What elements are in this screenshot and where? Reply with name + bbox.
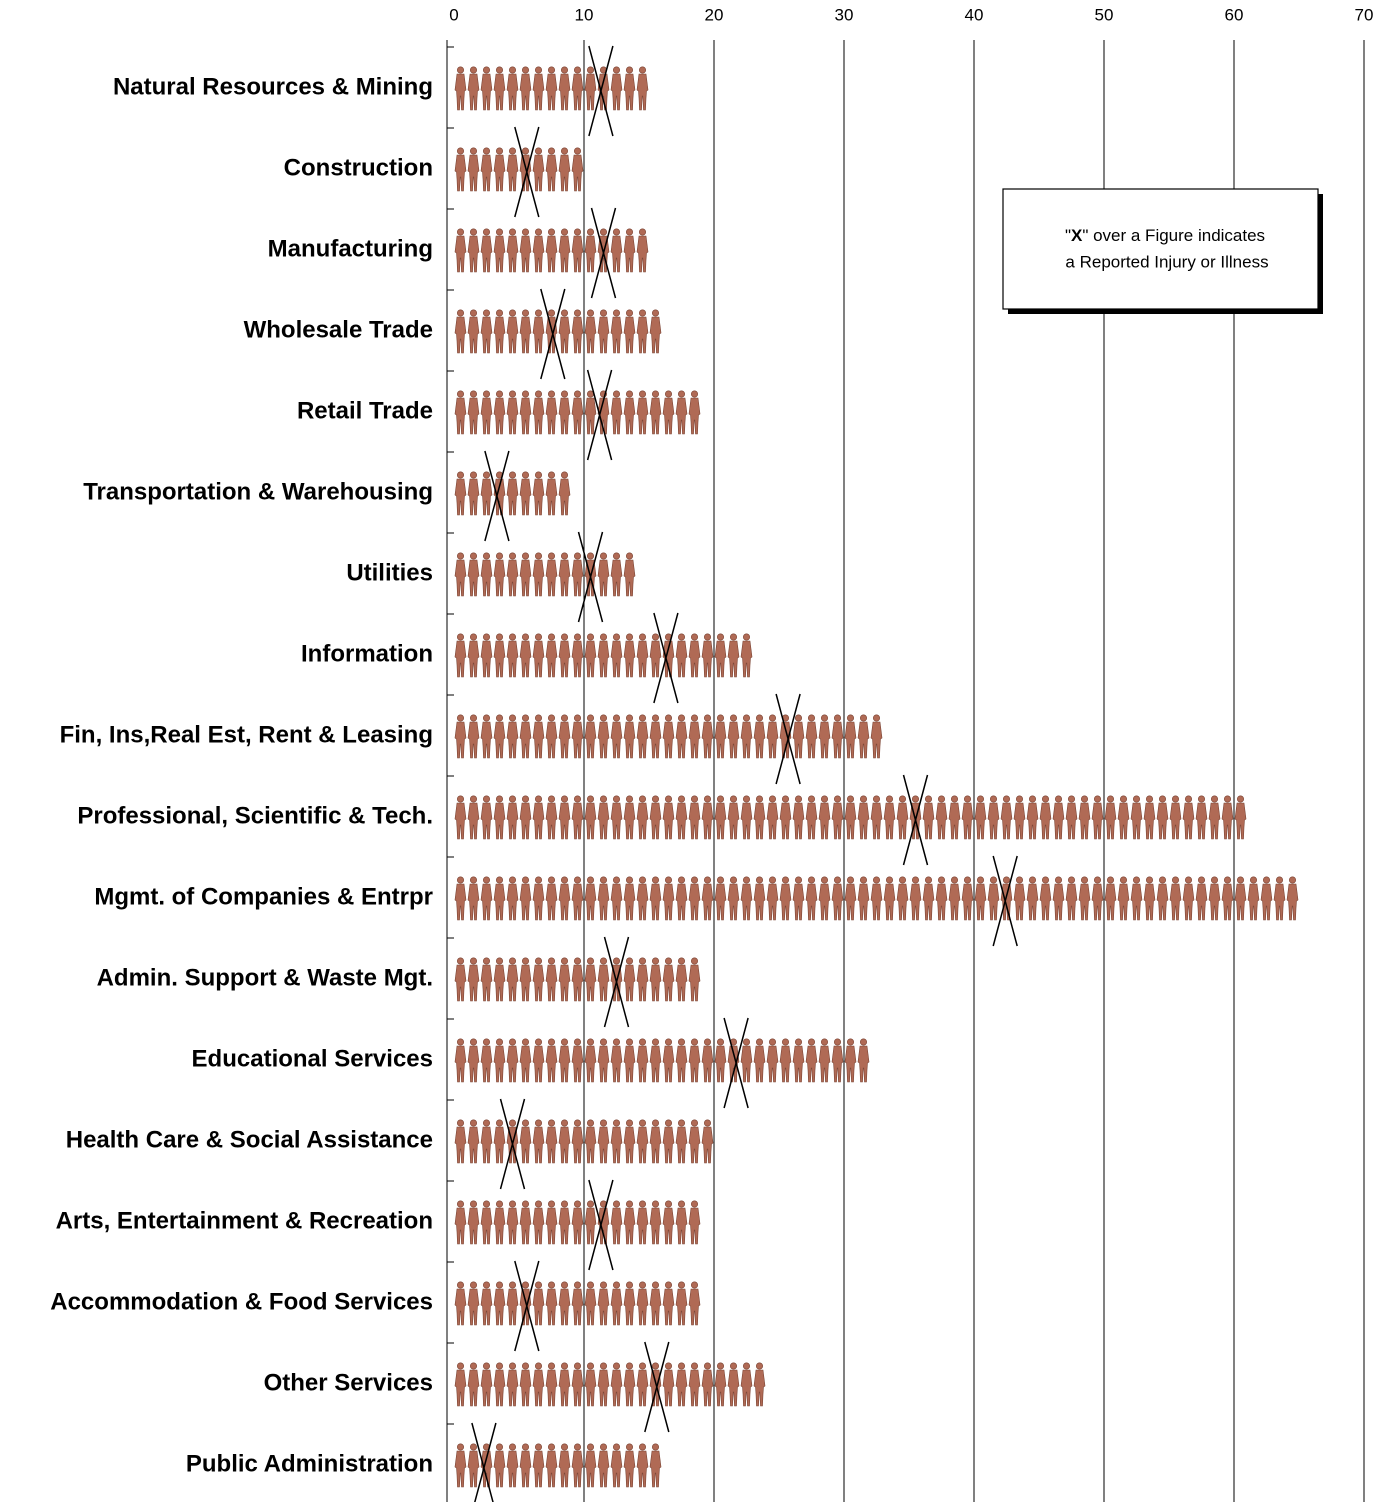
category-label: Information (301, 640, 433, 667)
category-label: Professional, Scientific & Tech. (77, 802, 433, 829)
category-label: Manufacturing (268, 235, 433, 262)
x-tick-label: 50 (1095, 5, 1114, 24)
figure-bar (454, 1038, 870, 1084)
annotation-box: "X" over a Figure indicates a Reported I… (1003, 189, 1323, 314)
figure-bar (454, 957, 701, 1003)
figure-bar (454, 552, 636, 598)
category-label: Fin, Ins,Real Est, Rent & Leasing (60, 721, 433, 748)
figure-bar (454, 1362, 766, 1408)
figure-bar (454, 66, 649, 112)
figure-bar (454, 714, 883, 760)
category-label: Transportation & Warehousing (83, 478, 433, 505)
figure-bar (454, 795, 1247, 841)
figure-bar (454, 390, 701, 436)
category-label: Mgmt. of Companies & Entrpr (94, 883, 433, 910)
x-tick-label: 20 (705, 5, 724, 24)
category-label: Accommodation & Food Services (50, 1288, 433, 1315)
category-label: Utilities (346, 559, 433, 586)
category-label: Wholesale Trade (244, 316, 433, 343)
category-label: Educational Services (192, 1045, 433, 1072)
category-label: Arts, Entertainment & Recreation (56, 1207, 433, 1234)
figure-bar (454, 147, 584, 193)
figure-bar (454, 471, 571, 517)
x-tick-label: 40 (965, 5, 984, 24)
figure-bar (454, 633, 753, 679)
category-label: Health Care & Social Assistance (66, 1126, 433, 1153)
x-tick-label: 10 (575, 5, 594, 24)
category-label: Admin. Support & Waste Mgt. (97, 964, 433, 991)
x-tick-label: 60 (1225, 5, 1244, 24)
x-tick-label: 0 (449, 5, 458, 24)
figure-bar (454, 1119, 714, 1165)
annotation-text: a Reported Injury or Illness (1065, 252, 1268, 271)
x-tick-label: 30 (835, 5, 854, 24)
x-tick-label: 70 (1355, 5, 1374, 24)
figure-bar (454, 876, 1299, 922)
category-label: Construction (284, 154, 433, 181)
chart: 0 10 20 30 40 50 60 70 Natural Resources & Minin… (0, 0, 1393, 1502)
figure-bar (454, 1200, 701, 1246)
category-label: Retail Trade (297, 397, 433, 424)
figure-bar (454, 228, 649, 274)
category-label: Public Administration (186, 1450, 433, 1477)
annotation-text: "X" over a Figure indicates (1065, 226, 1265, 245)
figure-bar (454, 1281, 701, 1327)
category-label: Natural Resources & Mining (113, 73, 433, 100)
category-label: Other Services (264, 1369, 433, 1396)
